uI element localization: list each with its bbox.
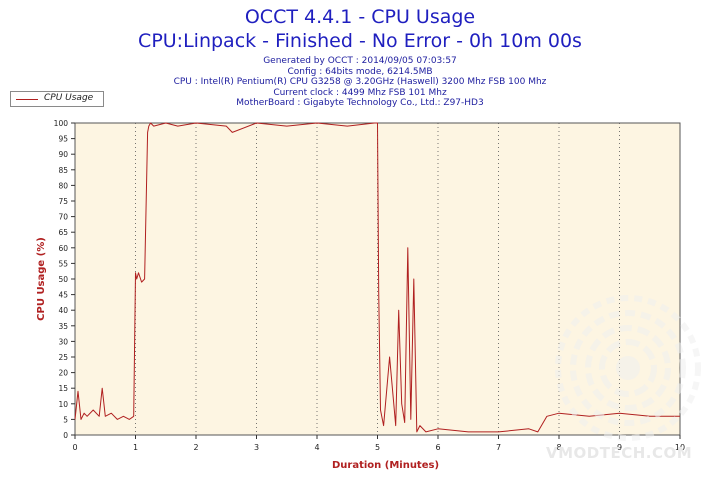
- x-tick-label: 4: [314, 443, 319, 452]
- y-tick-label: 55: [58, 259, 68, 268]
- legend-swatch: [16, 99, 38, 100]
- legend: CPU Usage: [10, 91, 104, 107]
- y-tick-label: 100: [54, 119, 69, 128]
- y-tick-label: 40: [58, 306, 68, 315]
- system-info: Generated by OCCT : 2014/09/05 07:03:57 …: [0, 56, 720, 109]
- info-config: Config : 64bits mode, 6214.5MB: [287, 66, 433, 77]
- y-tick-label: 60: [58, 244, 68, 253]
- x-tick-label: 7: [496, 443, 501, 452]
- watermark-logo-ring: [555, 295, 701, 441]
- watermark: VMODTECH.COM: [546, 444, 693, 462]
- y-tick-label: 30: [58, 337, 68, 346]
- x-tick-label: 10: [675, 443, 685, 452]
- watermark-logo-ring: [570, 310, 686, 426]
- info-motherboard: MotherBoard : Gigabyte Technology Co., L…: [236, 98, 484, 108]
- legend-label: CPU Usage: [44, 93, 94, 103]
- x-tick-label: 5: [375, 443, 380, 452]
- x-tick-label: 3: [254, 443, 259, 452]
- chart-title: OCCT 4.4.1 - CPU Usage: [244, 6, 476, 28]
- y-tick-label: 85: [58, 166, 68, 175]
- y-tick-label: 10: [58, 400, 68, 409]
- y-tick-label: 0: [63, 431, 68, 440]
- y-tick-label: 5: [63, 415, 68, 424]
- y-tick-label: 45: [58, 291, 68, 300]
- y-tick-label: 15: [58, 384, 68, 393]
- x-tick-label: 8: [556, 443, 561, 452]
- watermark-logo-ring: [599, 339, 657, 397]
- y-tick-label: 80: [58, 181, 68, 190]
- x-tick-label: 1: [133, 443, 138, 452]
- y-tick-label: 70: [58, 213, 68, 222]
- y-tick-label: 65: [58, 228, 68, 237]
- x-tick-label: 6: [435, 443, 440, 452]
- y-tick-label: 75: [58, 197, 68, 206]
- info-generated: Generated by OCCT : 2014/09/05 07:03:57: [263, 56, 457, 66]
- x-tick-label: 9: [617, 443, 622, 452]
- info-clock: Current clock : 4499 Mhz FSB 101 Mhz: [273, 87, 447, 98]
- y-tick-label: 95: [58, 135, 68, 144]
- chart-subtitle: CPU:Linpack - Finished - No Error - 0h 1…: [138, 30, 582, 52]
- x-tick-label: 2: [193, 443, 198, 452]
- y-tick-label: 25: [58, 353, 68, 362]
- y-tick-label: 90: [58, 150, 68, 159]
- watermark-logo-ring: [585, 325, 671, 411]
- y-tick-label: 20: [58, 369, 68, 378]
- watermark-logo-core: [616, 356, 640, 380]
- y-axis-label: CPU Usage (%): [36, 237, 47, 321]
- y-tick-label: 50: [58, 275, 68, 284]
- info-cpu: CPU : Intel(R) Pentium(R) CPU G3258 @ 3.…: [173, 77, 547, 87]
- x-tick-label: 0: [72, 443, 77, 452]
- x-axis-label: Duration (Minutes): [332, 460, 439, 471]
- y-tick-label: 35: [58, 322, 68, 331]
- series-line-cpu-usage: [74, 122, 680, 433]
